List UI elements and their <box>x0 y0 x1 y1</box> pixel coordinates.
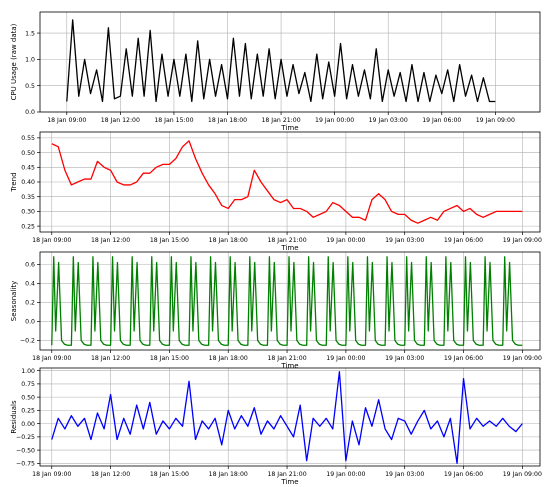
y-tick-label: 0.2 <box>25 300 35 307</box>
x-tick-label: 19 Jan 09:00 <box>476 117 515 124</box>
series-line <box>51 256 523 346</box>
y-tick-label: −0.2 <box>20 338 35 345</box>
y-tick-label: 0.25 <box>21 408 35 415</box>
x-tick-label: 18 Jan 18:00 <box>209 355 248 362</box>
x-tick-label: 18 Jan 21:00 <box>261 117 300 124</box>
series-line <box>51 371 523 464</box>
x-tick-label: 19 Jan 03:00 <box>369 117 408 124</box>
axes-frame <box>39 251 541 351</box>
y-axis-title: CPU Usage (raw data) <box>10 23 18 100</box>
x-tick-label: 19 Jan 03:00 <box>385 355 424 362</box>
x-tick-label: 19 Jan 00:00 <box>326 237 365 244</box>
y-tick-label: 0.45 <box>21 164 35 171</box>
x-tick-label: 18 Jan 09:00 <box>47 117 86 124</box>
x-axis-title: Time <box>280 478 298 486</box>
y-axis-title: Residuals <box>10 400 18 434</box>
y-tick-label: 0.25 <box>21 223 35 230</box>
y-tick-label: −0.50 <box>16 447 35 454</box>
x-tick-label: 19 Jan 09:00 <box>503 471 542 478</box>
y-tick-label: 0.75 <box>21 381 35 388</box>
y-tick-label: 0.6 <box>25 262 35 269</box>
x-axis-title: Time <box>280 362 298 370</box>
x-tick-label: 18 Jan 15:00 <box>150 355 189 362</box>
y-tick-label: 0.35 <box>21 194 35 201</box>
x-tick-label: 18 Jan 09:00 <box>32 355 71 362</box>
x-tick-label: 19 Jan 03:00 <box>385 471 424 478</box>
y-tick-label: 1.5 <box>25 30 35 37</box>
x-tick-label: 18 Jan 12:00 <box>91 237 130 244</box>
x-tick-label: 19 Jan 00:00 <box>326 471 365 478</box>
x-tick-label: 18 Jan 21:00 <box>267 471 306 478</box>
y-tick-label: 0.5 <box>25 83 35 90</box>
axes-frame <box>39 11 541 113</box>
x-tick-label: 19 Jan 00:00 <box>315 117 354 124</box>
x-tick-label: 18 Jan 18:00 <box>209 471 248 478</box>
x-tick-label: 18 Jan 15:00 <box>150 237 189 244</box>
subplot-1: 18 Jan 09:00 18 Jan 12:00 18 Jan 15:00 18 J… <box>10 11 541 132</box>
x-tick-label: 19 Jan 03:00 <box>385 237 424 244</box>
x-axis-title: Time <box>280 244 298 252</box>
y-tick-label: 0.00 <box>21 421 35 428</box>
x-tick-label: 18 Jan 21:00 <box>267 355 306 362</box>
x-tick-label: 18 Jan 21:00 <box>267 237 306 244</box>
y-tick-label: 0.50 <box>21 394 35 401</box>
x-tick-label: 18 Jan 12:00 <box>101 117 140 124</box>
y-tick-label: 0.0 <box>25 109 35 116</box>
series-line <box>51 140 523 224</box>
series-line <box>66 19 496 103</box>
x-tick-label: 19 Jan 09:00 <box>503 237 542 244</box>
subplot-2: 18 Jan 09:00 18 Jan 12:00 18 Jan 15:00 18 J… <box>10 131 542 252</box>
grid <box>40 12 540 113</box>
x-tick-label: 18 Jan 09:00 <box>32 471 71 478</box>
y-tick-label: −0.25 <box>16 434 35 441</box>
y-tick-label: 0.30 <box>21 209 35 216</box>
x-tick-label: 19 Jan 06:00 <box>444 355 483 362</box>
y-tick-label: 1.0 <box>25 57 35 64</box>
y-tick-label: 1.00 <box>21 368 35 375</box>
grid <box>40 132 540 232</box>
y-tick-label: 0.4 <box>25 281 35 288</box>
y-tick-label: 0.50 <box>21 150 35 157</box>
y-axis-title: Trend <box>10 172 18 192</box>
x-tick-label: 18 Jan 12:00 <box>91 355 130 362</box>
subplot-3: 18 Jan 09:00 18 Jan 12:00 18 Jan 15:00 18 J… <box>10 251 542 370</box>
x-tick-label: 19 Jan 09:00 <box>503 355 542 362</box>
x-tick-label: 18 Jan 18:00 <box>208 117 247 124</box>
y-tick-label: −0.75 <box>16 461 35 468</box>
grid <box>40 368 540 466</box>
x-tick-label: 19 Jan 00:00 <box>326 355 365 362</box>
y-tick-label: 0.55 <box>21 135 35 142</box>
x-tick-label: 18 Jan 12:00 <box>91 471 130 478</box>
x-tick-label: 19 Jan 06:00 <box>444 237 483 244</box>
x-tick-label: 19 Jan 06:00 <box>422 117 461 124</box>
x-axis-title: Time <box>280 124 298 132</box>
x-tick-label: 18 Jan 15:00 <box>154 117 193 124</box>
y-axis-title: Seasonality <box>10 281 18 321</box>
y-tick-label: 0.0 <box>25 319 35 326</box>
axes-frame <box>39 367 541 467</box>
x-tick-label: 18 Jan 09:00 <box>32 237 71 244</box>
x-tick-label: 19 Jan 06:00 <box>444 471 483 478</box>
x-tick-label: 18 Jan 15:00 <box>150 471 189 478</box>
y-tick-label: 0.40 <box>21 179 35 186</box>
subplot-4: 18 Jan 09:00 18 Jan 12:00 18 Jan 15:00 18 J… <box>10 367 542 486</box>
x-tick-label: 18 Jan 18:00 <box>209 237 248 244</box>
